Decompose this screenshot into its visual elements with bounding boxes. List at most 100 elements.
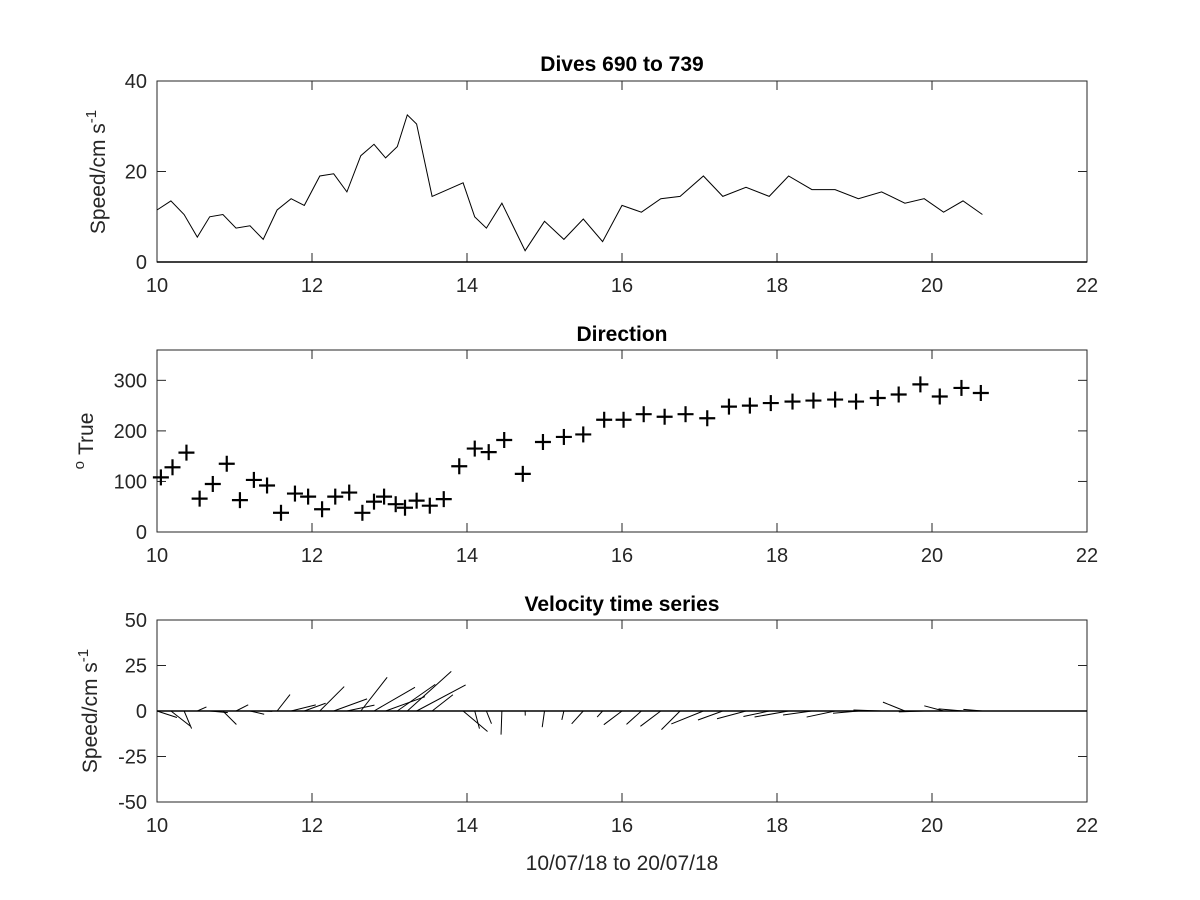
- velocity-stick: [385, 696, 426, 712]
- y-tick-label: 40: [125, 71, 147, 93]
- direction-point: [615, 411, 632, 428]
- direction-panel: Direction oTrue 10 12 14 16 18 20 22 0 100 200 300: [71, 323, 1098, 567]
- direction-point: [300, 488, 317, 505]
- direction-point: [341, 484, 358, 501]
- x-tick-label: 20: [921, 275, 943, 297]
- y-tick-label: 300: [114, 370, 147, 392]
- velocity-stick: [290, 704, 316, 712]
- direction-point: [555, 428, 572, 445]
- x-tick-label: 10: [146, 545, 168, 567]
- x-tick-label: 18: [766, 545, 788, 567]
- velocity-stick: [561, 710, 565, 720]
- direction-point: [178, 444, 195, 461]
- y-tick-label: 100: [114, 471, 147, 493]
- y-tick-label: 0: [136, 522, 147, 544]
- x-tick-label: 16: [611, 545, 633, 567]
- y-tick-label: 200: [114, 421, 147, 443]
- x-tick-label: 12: [301, 815, 323, 837]
- direction-point: [327, 488, 344, 505]
- direction-point: [435, 491, 452, 508]
- speed-panel: Dives 690 to 739 Speed/cm s-1 10 12 14 16 18…: [83, 53, 1098, 297]
- velocity-stick: [963, 708, 983, 712]
- velocity-stick: [333, 698, 368, 712]
- direction-point: [218, 455, 235, 472]
- velocity-ylabel: Speed/cm s-1: [75, 649, 102, 773]
- y-tick-label: -25: [118, 747, 147, 769]
- speed-series-line: [156, 113, 983, 252]
- direction-point: [827, 391, 844, 408]
- velocity-stick: [671, 710, 704, 725]
- y-tick-label: 0: [136, 252, 147, 274]
- velocity-stick: [626, 710, 642, 725]
- direction-point: [354, 504, 371, 521]
- velocity-stick: [754, 710, 789, 718]
- direction-title: Direction: [576, 323, 667, 346]
- x-tick-label: 22: [1076, 545, 1098, 567]
- x-tick-label: 12: [301, 275, 323, 297]
- velocity-stick: [373, 686, 416, 712]
- velocity-stick: [319, 686, 345, 712]
- direction-point: [286, 485, 303, 502]
- direction-point: [408, 492, 425, 509]
- direction-point: [152, 469, 169, 486]
- velocity-stick: [782, 710, 812, 716]
- x-tick-label: 22: [1076, 275, 1098, 297]
- direction-point: [397, 499, 413, 516]
- direction-point: [231, 492, 248, 509]
- y-tick-label: 0: [136, 701, 147, 723]
- x-tick-label: 18: [766, 275, 788, 297]
- x-tick-label: 20: [921, 545, 943, 567]
- direction-point: [656, 408, 673, 425]
- direction-point: [575, 426, 592, 443]
- velocity-stick: [571, 710, 584, 725]
- velocity-stick: [743, 710, 770, 717]
- direction-point: [784, 393, 801, 410]
- direction-point: [245, 471, 262, 488]
- velocity-panel: Velocity time series Speed/cm s-1 10/07/…: [75, 593, 1098, 875]
- direction-point: [514, 465, 531, 482]
- direction-point: [451, 458, 468, 475]
- velocity-stick: [485, 710, 492, 724]
- velocity-stick: [462, 710, 488, 732]
- velocity-stick: [541, 710, 545, 728]
- velocity-stick: [938, 708, 964, 712]
- velocity-stick: [346, 704, 375, 712]
- direction-point: [191, 490, 208, 507]
- velocity-stick: [716, 710, 747, 720]
- direction-point: [972, 384, 989, 401]
- direction-point: [635, 406, 652, 423]
- velocity-stick: [806, 710, 836, 718]
- direction-point: [164, 459, 181, 476]
- velocity-stick: [183, 710, 193, 729]
- x-tick-label: 12: [301, 545, 323, 567]
- x-tick-label: 10: [146, 275, 168, 297]
- x-tick-label: 16: [611, 815, 633, 837]
- velocity-stick: [416, 684, 466, 712]
- velocity-stick: [832, 710, 859, 714]
- x-tick-label: 22: [1076, 815, 1098, 837]
- velocity-stick: [406, 671, 452, 712]
- x-tick-label: 18: [766, 815, 788, 837]
- velocity-stick: [396, 683, 436, 712]
- y-tick-label: 25: [125, 656, 147, 678]
- speed-axes-box: [156, 80, 1088, 263]
- velocity-stick: [898, 710, 925, 713]
- velocity-stick: [661, 710, 681, 731]
- velocity-stick: [222, 710, 237, 725]
- direction-point: [869, 390, 886, 407]
- velocity-stick: [474, 710, 480, 729]
- velocity-stick: [431, 694, 454, 712]
- direction-point: [376, 488, 393, 505]
- velocity-stick: [853, 709, 882, 712]
- y-tick-label: 50: [125, 610, 147, 632]
- speed-title: Dives 690 to 739: [540, 53, 703, 76]
- direction-point: [596, 411, 613, 428]
- x-tick-label: 20: [921, 815, 943, 837]
- direction-point: [366, 493, 382, 510]
- velocity-stick: [304, 702, 326, 712]
- velocity-stick: [596, 710, 603, 718]
- velocity-stick: [697, 710, 723, 721]
- direction-point: [848, 393, 865, 410]
- direction-point: [890, 386, 907, 403]
